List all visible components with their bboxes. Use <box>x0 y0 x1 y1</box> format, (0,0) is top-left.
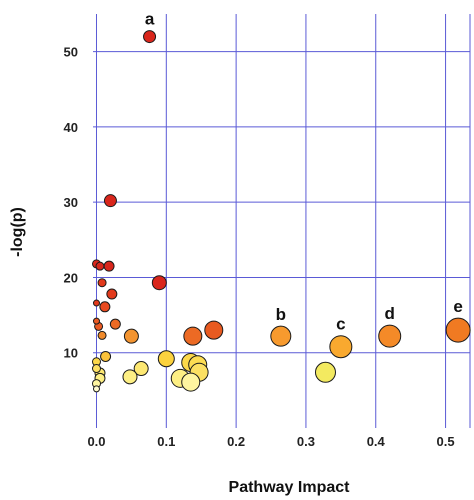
data-point <box>329 335 353 359</box>
x-tick-label: 0.0 <box>87 434 105 449</box>
y-tick-label: 40 <box>64 120 78 135</box>
data-point <box>92 299 100 307</box>
data-point <box>103 194 117 208</box>
data-point <box>106 288 118 300</box>
point-label-e: e <box>453 297 462 316</box>
x-axis-title: Pathway Impact <box>229 479 351 496</box>
data-point <box>133 361 149 377</box>
data-point <box>97 330 107 340</box>
data-point <box>91 364 101 374</box>
grid-layer <box>93 14 471 428</box>
tick-labels-layer: 0.0 0.1 0.2 0.3 0.4 0.5 10 20 30 40 50 <box>64 45 455 449</box>
data-point <box>99 301 111 313</box>
x-tick-label: 0.5 <box>437 434 455 449</box>
data-point <box>103 260 115 272</box>
data-point <box>143 30 157 44</box>
data-point <box>270 325 292 347</box>
data-point <box>151 275 167 291</box>
x-tick-label: 0.3 <box>297 434 315 449</box>
data-point <box>95 261 105 271</box>
data-point <box>181 372 201 392</box>
data-point <box>109 318 121 330</box>
data-point <box>157 350 175 368</box>
data-point <box>445 317 471 343</box>
data-point <box>97 278 107 288</box>
data-point <box>378 324 402 348</box>
data-point <box>183 326 203 346</box>
data-point <box>204 320 224 340</box>
x-tick-label: 0.4 <box>367 434 386 449</box>
data-point <box>123 328 139 344</box>
data-point <box>92 385 100 393</box>
y-tick-label: 50 <box>64 45 78 60</box>
data-point <box>100 350 112 362</box>
point-labels-layer: a b c d e <box>145 10 463 334</box>
point-label-c: c <box>336 315 345 334</box>
y-tick-label: 20 <box>64 270 78 285</box>
points-layer <box>91 30 471 393</box>
x-tick-label: 0.2 <box>227 434 245 449</box>
x-tick-label: 0.1 <box>157 434 175 449</box>
y-axis-title: -log(p) <box>9 207 26 257</box>
data-point <box>122 369 138 385</box>
point-label-d: d <box>385 304 395 323</box>
point-label-b: b <box>276 305 286 324</box>
point-label-a: a <box>145 10 155 29</box>
data-point <box>92 317 100 325</box>
y-tick-label: 30 <box>64 195 78 210</box>
y-tick-label: 10 <box>64 346 78 361</box>
data-point <box>314 361 336 383</box>
